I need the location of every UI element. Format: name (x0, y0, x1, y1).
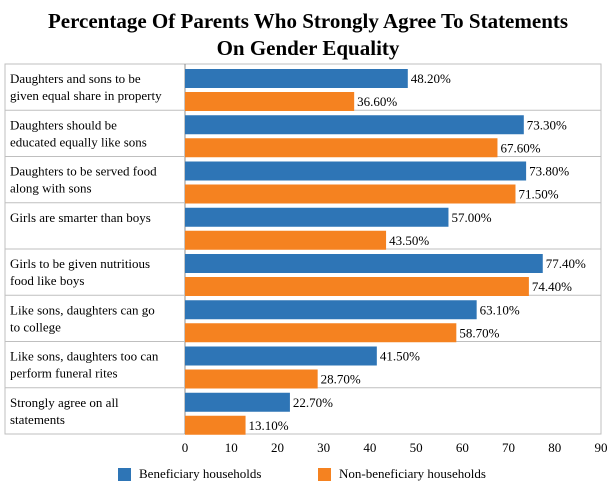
bar-beneficiary (185, 300, 477, 320)
value-label-non-beneficiary: 13.10% (249, 418, 289, 433)
category-label: Daughters to be served food along with so… (10, 164, 157, 196)
x-tick-label: 20 (271, 440, 284, 455)
chart-title-line-2: On Gender Equality (216, 36, 400, 60)
value-label-beneficiary: 48.20% (411, 71, 451, 86)
legend: Beneficiary households Non-beneficiary h… (0, 466, 616, 488)
category-label-line: statements (10, 412, 65, 427)
category-label: Strongly agree on all statements (10, 395, 119, 427)
bar-non-beneficiary (185, 184, 516, 204)
value-label-beneficiary: 57.00% (451, 210, 491, 225)
category-label-line: Daughters and sons to be (10, 71, 141, 86)
legend-item-non-beneficiary: Non-beneficiary households (318, 466, 486, 482)
bar-non-beneficiary (185, 277, 529, 296)
value-label-non-beneficiary: 67.60% (500, 140, 540, 155)
legend-label-beneficiary: Beneficiary households (139, 466, 262, 481)
value-label-beneficiary: 73.30% (527, 117, 567, 132)
value-label-non-beneficiary: 58.70% (459, 325, 499, 340)
bar-beneficiary (185, 161, 527, 181)
category-label-line: Like sons, daughters too can (10, 349, 159, 364)
x-tick-label: 90 (595, 440, 608, 455)
bar-non-beneficiary (185, 230, 387, 250)
bar-beneficiary (185, 69, 408, 88)
legend-item-beneficiary: Beneficiary households (118, 466, 261, 482)
category-label: Like sons, daughters can go to college (10, 302, 155, 334)
bar-non-beneficiary (185, 92, 355, 111)
category-label-line: educated equally like sons (10, 134, 147, 149)
value-label-non-beneficiary: 43.50% (389, 233, 429, 248)
category-label-line: along with sons (10, 181, 92, 196)
category-label: Daughters should be educated equally like… (10, 117, 147, 149)
category-label: Daughters and sons to be given equal shar… (10, 71, 162, 103)
category-label-line: Daughters should be (10, 117, 117, 132)
value-label-beneficiary: 73.80% (529, 164, 569, 179)
category-label: Like sons, daughters too can perform fune… (10, 349, 159, 381)
legend-swatch-non-beneficiary (318, 467, 331, 481)
x-tick-label: 40 (363, 440, 376, 455)
x-tick-label: 70 (502, 440, 515, 455)
bar-beneficiary (185, 392, 290, 412)
value-label-non-beneficiary: 28.70% (321, 372, 361, 387)
category-label: Girls are smarter than boys (10, 210, 151, 225)
legend-label-non-beneficiary: Non-beneficiary households (339, 466, 486, 481)
value-label-beneficiary: 22.70% (293, 395, 333, 410)
bar-beneficiary (185, 115, 524, 135)
value-label-non-beneficiary: 71.50% (518, 187, 558, 202)
value-label-beneficiary: 41.50% (380, 349, 420, 364)
bar-non-beneficiary (185, 369, 318, 389)
category-label-line: Like sons, daughters can go (10, 302, 155, 317)
x-tick-label: 30 (317, 440, 330, 455)
category-label-line: Girls to be given nutritious (10, 256, 150, 271)
category-label-line: to college (10, 319, 61, 334)
bar-beneficiary (185, 254, 543, 273)
legend-swatch-beneficiary (118, 467, 131, 481)
x-tick-label: 0 (182, 440, 189, 455)
value-label-beneficiary: 77.40% (546, 256, 586, 271)
bar-non-beneficiary (185, 138, 498, 158)
category-label-line: Daughters to be served food (10, 164, 157, 179)
category-label-line: food like boys (10, 273, 84, 288)
value-label-non-beneficiary: 36.60% (357, 94, 397, 109)
bar-non-beneficiary (185, 323, 457, 343)
x-tick-label: 50 (410, 440, 423, 455)
bar-non-beneficiary (185, 415, 246, 435)
bar-beneficiary (185, 207, 449, 227)
value-label-non-beneficiary: 74.40% (532, 279, 572, 294)
x-tick-label: 60 (456, 440, 469, 455)
x-tick-label: 80 (548, 440, 561, 455)
category-label-line: Girls are smarter than boys (10, 210, 151, 225)
category-label-line: perform funeral rites (10, 366, 118, 381)
category-label-line: Strongly agree on all (10, 395, 119, 410)
category-label-line: given equal share in property (10, 88, 162, 103)
x-tick-label: 10 (225, 440, 238, 455)
bar-beneficiary (185, 346, 377, 366)
chart-title: Percentage Of Parents Who Strongly Agree… (0, 8, 616, 62)
category-label: Girls to be given nutritious food like bo… (10, 256, 150, 288)
chart-title-line-1: Percentage Of Parents Who Strongly Agree… (47, 9, 569, 33)
value-label-beneficiary: 63.10% (480, 302, 520, 317)
